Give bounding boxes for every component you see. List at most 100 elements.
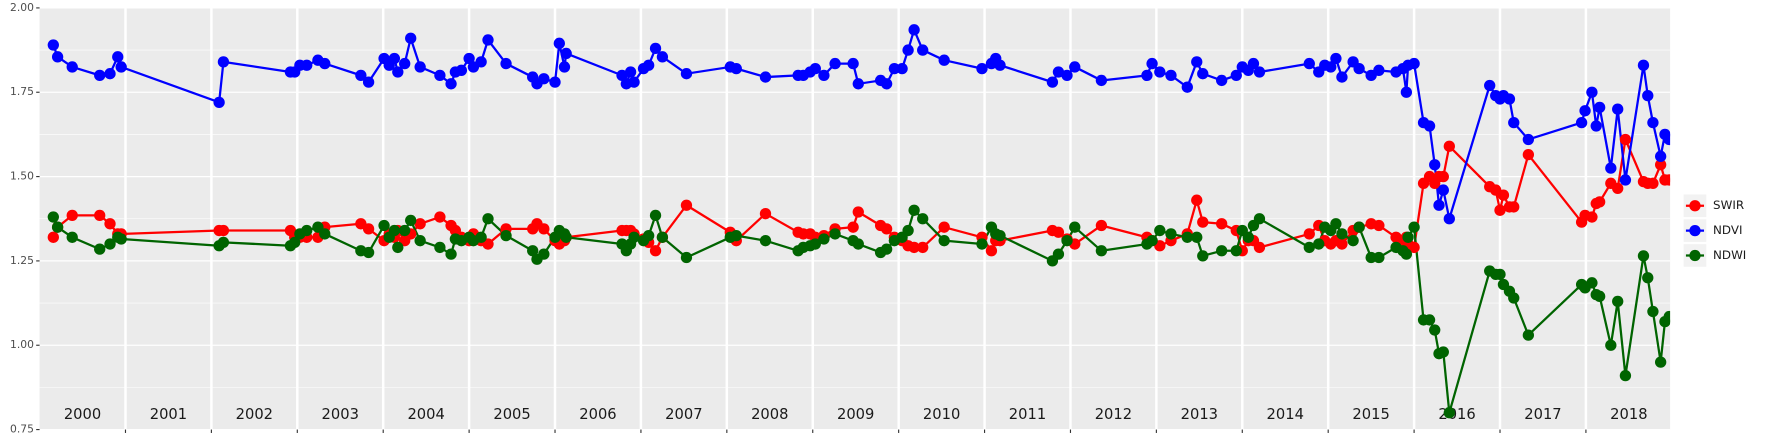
data-point bbox=[1594, 196, 1606, 208]
data-point bbox=[94, 69, 106, 82]
data-point bbox=[1612, 103, 1624, 115]
data-point bbox=[549, 76, 561, 88]
data-point bbox=[1619, 369, 1632, 382]
year-label: 2014 bbox=[1267, 406, 1304, 423]
legend: SWIR NDVI NDWI bbox=[1683, 194, 1746, 267]
data-point bbox=[1373, 251, 1385, 264]
data-point bbox=[1247, 57, 1260, 70]
data-point bbox=[888, 62, 901, 75]
data-point bbox=[880, 243, 893, 255]
data-point bbox=[112, 51, 124, 63]
data-point bbox=[1508, 116, 1520, 129]
data-point bbox=[1594, 290, 1606, 302]
data-point bbox=[1141, 69, 1153, 82]
data-point bbox=[1197, 68, 1209, 80]
data-point bbox=[809, 238, 821, 250]
data-point bbox=[656, 231, 669, 243]
data-point bbox=[1408, 57, 1420, 70]
y-tick-label: 0.75 bbox=[10, 423, 34, 436]
data-point bbox=[392, 241, 404, 254]
data-point bbox=[1637, 59, 1650, 71]
data-point bbox=[1373, 64, 1385, 76]
data-point bbox=[1429, 159, 1441, 171]
data-point bbox=[847, 57, 859, 70]
data-point bbox=[66, 61, 78, 73]
data-point bbox=[1365, 251, 1377, 264]
data-point bbox=[51, 51, 64, 63]
data-point bbox=[399, 224, 411, 237]
year-label: 2000 bbox=[64, 406, 101, 423]
data-point bbox=[1095, 219, 1108, 232]
data-point bbox=[1146, 235, 1158, 247]
year-label: 2009 bbox=[837, 406, 874, 423]
data-point bbox=[1336, 238, 1348, 250]
data-point bbox=[880, 78, 893, 90]
data-point bbox=[880, 223, 893, 235]
data-point bbox=[1423, 314, 1436, 326]
data-point bbox=[104, 218, 116, 230]
data-point bbox=[47, 231, 59, 243]
legend-label: NDVI bbox=[1713, 223, 1742, 237]
data-point bbox=[908, 241, 920, 254]
legend-key-point bbox=[1689, 200, 1701, 212]
data-point bbox=[985, 245, 998, 257]
data-point bbox=[1069, 221, 1081, 233]
data-point bbox=[1647, 116, 1659, 129]
data-point bbox=[560, 231, 572, 243]
data-point bbox=[902, 224, 914, 237]
data-point bbox=[917, 241, 929, 254]
data-point bbox=[414, 235, 426, 247]
data-point bbox=[1330, 218, 1342, 230]
data-point bbox=[388, 52, 401, 65]
data-point bbox=[1663, 310, 1671, 323]
data-point bbox=[289, 236, 301, 249]
data-point bbox=[1594, 101, 1606, 114]
legend-key-point bbox=[1689, 224, 1701, 237]
legend-label: SWIR bbox=[1713, 198, 1744, 212]
y-tick-label: 1.25 bbox=[10, 254, 34, 267]
data-point bbox=[1181, 231, 1193, 243]
data-point bbox=[1230, 245, 1242, 257]
data-point bbox=[1494, 268, 1506, 281]
data-point bbox=[852, 238, 864, 250]
data-point bbox=[1353, 221, 1365, 233]
data-point bbox=[1191, 231, 1203, 243]
data-point bbox=[1503, 93, 1516, 105]
data-point bbox=[818, 69, 830, 82]
data-point bbox=[847, 221, 859, 233]
data-point bbox=[1154, 224, 1166, 237]
data-point bbox=[829, 57, 841, 70]
data-point bbox=[628, 231, 640, 243]
data-point bbox=[1612, 295, 1624, 308]
data-point bbox=[680, 199, 693, 211]
data-point bbox=[1612, 182, 1624, 195]
data-point bbox=[1654, 150, 1667, 162]
data-point bbox=[115, 61, 127, 73]
data-point bbox=[1423, 120, 1436, 132]
data-point bbox=[1637, 250, 1650, 262]
data-point bbox=[1647, 177, 1659, 189]
data-point bbox=[1522, 148, 1535, 161]
data-point bbox=[399, 57, 411, 70]
legend-key-point bbox=[1689, 249, 1701, 262]
data-point bbox=[1522, 329, 1535, 341]
data-point bbox=[1336, 71, 1348, 83]
data-point bbox=[616, 69, 628, 82]
data-point bbox=[1437, 170, 1449, 183]
data-point bbox=[1586, 277, 1598, 289]
data-point bbox=[475, 231, 487, 243]
y-tick-label: 1.50 bbox=[10, 170, 34, 183]
data-point bbox=[1046, 76, 1059, 88]
data-point bbox=[1654, 356, 1667, 368]
data-point bbox=[1484, 79, 1496, 92]
data-point bbox=[1437, 184, 1449, 196]
data-point bbox=[414, 61, 426, 73]
data-point bbox=[1437, 346, 1449, 358]
data-point bbox=[1605, 162, 1617, 174]
data-point bbox=[392, 66, 404, 78]
data-point bbox=[656, 51, 669, 63]
data-point bbox=[1303, 241, 1315, 254]
data-point bbox=[759, 235, 772, 247]
year-label: 2018 bbox=[1610, 406, 1647, 423]
year-label: 2017 bbox=[1524, 406, 1561, 423]
